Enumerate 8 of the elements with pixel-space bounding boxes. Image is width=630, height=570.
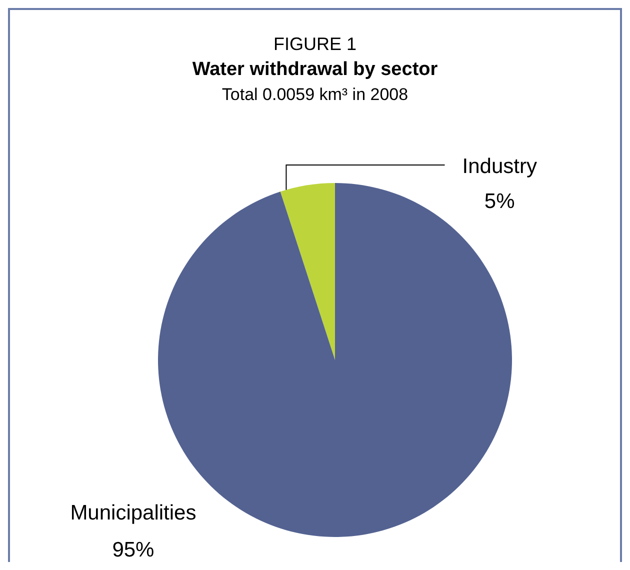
slice-label: Industry <box>462 155 538 178</box>
pie-slice <box>280 183 335 360</box>
data-label: 95% <box>112 538 154 562</box>
chart-title: Water withdrawal by sector <box>191 58 439 82</box>
caption: FIGURE 1 <box>272 33 358 56</box>
chart-subtitle: Total 0.0059 km³ in 2008 <box>220 84 410 106</box>
slice-label: Municipalities <box>70 501 196 524</box>
data-label: 5% <box>484 190 515 213</box>
